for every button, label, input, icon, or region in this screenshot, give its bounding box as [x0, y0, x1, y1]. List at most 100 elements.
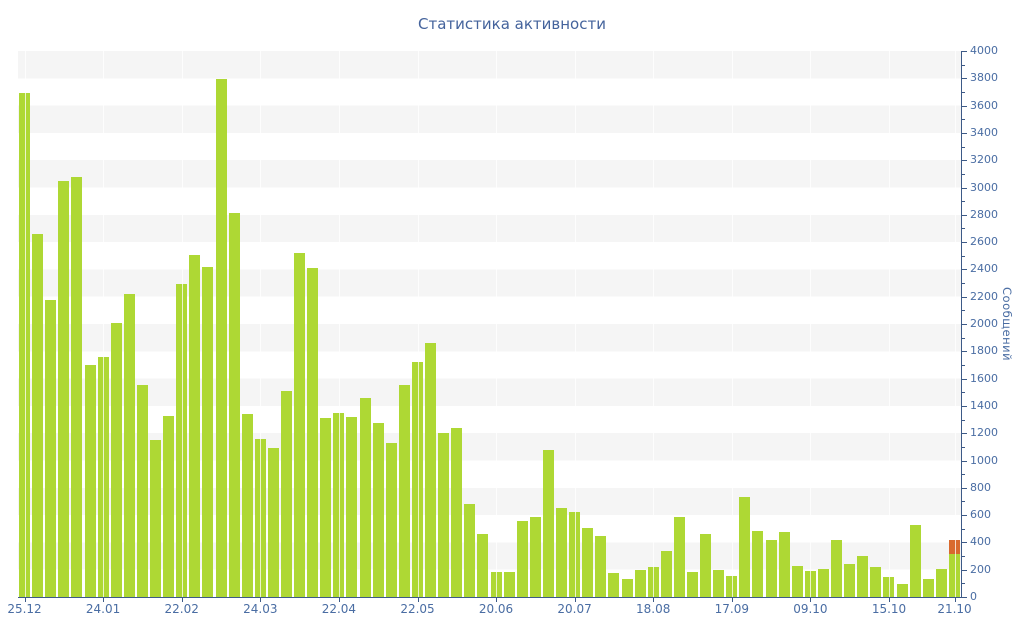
y-tick-mark-major	[962, 460, 967, 462]
bar	[778, 532, 790, 597]
bar	[228, 212, 240, 597]
bar	[673, 517, 685, 597]
bar	[267, 447, 279, 597]
bar	[713, 569, 725, 597]
bar	[464, 503, 476, 597]
y-tick-label: 1000	[970, 453, 998, 467]
y-tick-mark-major	[962, 187, 967, 189]
bars	[18, 51, 961, 597]
vertical-gridline	[954, 51, 956, 597]
x-tick-label: 21.10	[937, 602, 972, 616]
bar	[542, 450, 554, 597]
bar	[411, 361, 423, 597]
y-tick-mark-major	[962, 296, 967, 298]
bar	[189, 255, 201, 597]
bar	[333, 413, 345, 597]
bar	[32, 233, 44, 597]
y-tick-mark-major	[962, 542, 967, 544]
y-tick-label: 2200	[970, 289, 998, 303]
x-tick-mark	[103, 598, 105, 602]
bar	[516, 520, 528, 597]
x-axis-line	[18, 597, 962, 598]
y-tick-mark-major	[962, 78, 967, 80]
bar	[425, 343, 437, 597]
y-tick-mark-major	[962, 51, 967, 52]
bar	[922, 579, 934, 597]
bar	[359, 397, 371, 597]
bar	[294, 253, 306, 597]
vertical-gridline	[810, 51, 812, 597]
y-tick-mark-minor	[962, 392, 965, 394]
x-tick-label: 22.02	[164, 602, 199, 616]
bar	[556, 508, 568, 597]
bar	[503, 572, 515, 597]
y-axis-title: Сообщений	[1000, 287, 1014, 362]
vertical-gridline	[731, 51, 733, 597]
bar	[215, 79, 227, 597]
x-tick-mark	[731, 598, 733, 602]
x-tick-mark	[574, 598, 576, 602]
y-tick-mark-minor	[962, 583, 965, 585]
y-tick-mark-major	[962, 569, 967, 571]
y-tick-mark-minor	[962, 474, 965, 476]
y-tick-label: 3000	[970, 180, 998, 194]
x-tick-mark	[496, 598, 497, 602]
x-tick-mark	[181, 598, 183, 602]
bar	[582, 528, 594, 597]
y-tick-label: 1400	[970, 398, 998, 412]
y-tick-label: 4000	[970, 44, 998, 57]
bar	[883, 576, 895, 597]
bar	[739, 496, 751, 597]
y-tick-mark-minor	[962, 228, 965, 230]
vertical-gridline	[417, 51, 419, 597]
y-tick-mark-minor	[962, 283, 965, 284]
bar	[477, 534, 489, 597]
bar	[608, 573, 620, 597]
x-tick-mark	[954, 598, 956, 602]
y-tick-label: 200	[970, 562, 991, 576]
bar	[857, 556, 869, 597]
y-tick-label: 1800	[970, 344, 998, 358]
bar	[123, 294, 135, 597]
bar-highlight-segment	[948, 540, 960, 554]
vertical-gridline	[496, 51, 497, 597]
y-tick-mark-minor	[962, 364, 965, 366]
y-tick-mark-major	[962, 351, 967, 353]
y-tick-label: 3200	[970, 153, 998, 167]
y-tick-label: 600	[970, 508, 991, 522]
y-tick-mark-minor	[962, 91, 965, 93]
x-tick-label: 18.08	[636, 602, 671, 616]
bar	[621, 579, 633, 597]
y-tick-label: 3800	[970, 71, 998, 85]
x-tick-label: 24.03	[243, 602, 278, 616]
bar	[438, 433, 450, 597]
bar	[831, 540, 843, 597]
y-tick-label: 400	[970, 535, 991, 549]
y-tick-mark-major	[962, 324, 967, 325]
bar	[870, 567, 882, 597]
bar	[687, 571, 699, 597]
vertical-gridline	[338, 51, 340, 597]
y-tick-mark-minor	[962, 310, 965, 312]
bar	[163, 415, 175, 597]
bar	[451, 427, 463, 597]
bar	[58, 181, 70, 597]
x-tick-mark	[24, 598, 26, 602]
y-tick-mark-minor	[962, 337, 965, 339]
bar	[700, 534, 712, 597]
bar	[660, 550, 672, 597]
y-tick-label: 800	[970, 480, 991, 494]
y-tick-mark-minor	[962, 419, 965, 421]
y-tick-mark-major	[962, 269, 967, 271]
y-tick-mark-major	[962, 515, 967, 517]
bar	[948, 554, 960, 597]
bar	[202, 266, 214, 597]
x-tick-label: 25.12	[7, 602, 42, 616]
vertical-gridline	[260, 51, 262, 597]
bar	[320, 417, 332, 597]
bar	[935, 569, 947, 597]
y-tick-mark-major	[962, 214, 967, 216]
bar	[136, 384, 148, 597]
bar	[307, 268, 319, 597]
